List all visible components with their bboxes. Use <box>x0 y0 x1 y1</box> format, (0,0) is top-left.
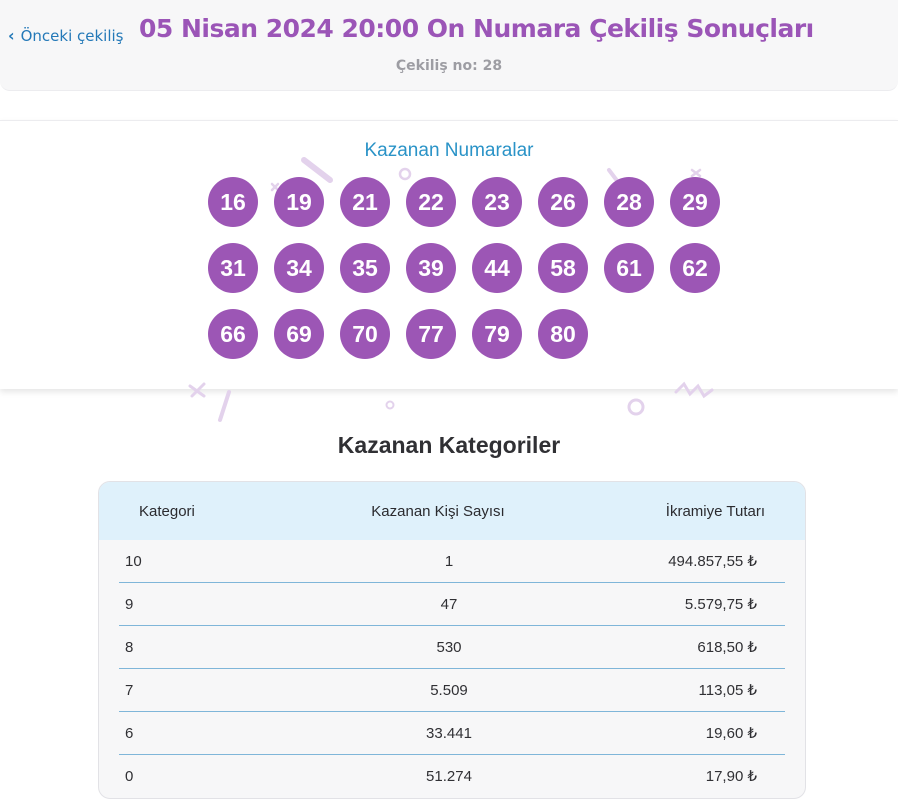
table-header: Kategori Kazanan Kişi Sayısı İkramiye Tu… <box>99 482 805 540</box>
page-title: 05 Nisan 2024 20:00 On Numara Çekiliş So… <box>139 14 814 43</box>
category-cell: 9 <box>125 595 134 613</box>
table-row: 9 47 5.579,75 ₺ <box>119 583 785 626</box>
number-ball: 69 <box>274 309 324 359</box>
number-ball: 61 <box>604 243 654 293</box>
draw-number: Çekiliş no: 28 <box>395 58 503 74</box>
previous-draw-link[interactable]: ‹ Önceki çekiliş <box>8 26 123 45</box>
number-ball: 21 <box>340 177 390 227</box>
previous-draw-label: Önceki çekiliş <box>20 26 124 45</box>
number-ball: 39 <box>406 243 456 293</box>
column-header-prize: İkramiye Tutarı <box>665 502 765 520</box>
prize-cell: 17,90 ₺ <box>705 768 757 785</box>
number-ball: 28 <box>604 177 654 227</box>
table-row: 6 33.441 19,60 ₺ <box>119 712 785 755</box>
chevron-left-icon: ‹ <box>8 26 15 45</box>
number-ball: 22 <box>406 177 456 227</box>
number-ball: 70 <box>340 309 390 359</box>
category-cell: 0 <box>125 767 134 785</box>
prize-cell: 113,05 ₺ <box>698 682 757 699</box>
category-cell: 10 <box>125 552 142 570</box>
number-ball: 31 <box>208 243 258 293</box>
page-header: ‹ Önceki çekiliş 05 Nisan 2024 20:00 On … <box>0 0 898 91</box>
number-ball: 80 <box>538 309 588 359</box>
number-ball: 26 <box>538 177 588 227</box>
column-header-winners: Kazanan Kişi Sayısı <box>371 502 505 520</box>
winners-cell: 47 <box>440 595 458 613</box>
column-header-category: Kategori <box>139 502 195 520</box>
number-ball: 23 <box>472 177 522 227</box>
winning-numbers-grid: 16 19 21 22 23 26 28 29 31 34 35 39 44 58 61 62 66 69 70 77… <box>208 177 748 359</box>
winners-cell: 51.274 <box>426 767 472 785</box>
category-cell: 6 <box>125 724 134 742</box>
categories-table: Kategori Kazanan Kişi Sayısı İkramiye Tu… <box>98 481 806 799</box>
winning-numbers-title: Kazanan Numaralar <box>364 140 534 161</box>
table-row: 10 1 494.857,55 ₺ <box>119 540 785 583</box>
number-ball: 35 <box>340 243 390 293</box>
number-ball: 66 <box>208 309 258 359</box>
number-ball: 44 <box>472 243 522 293</box>
table-body: 10 1 494.857,55 ₺ 9 47 5.579,75 ₺ 8 530 618,50 ₺… <box>99 540 805 797</box>
number-ball: 19 <box>274 177 324 227</box>
category-cell: 7 <box>125 681 134 699</box>
winners-cell: 33.441 <box>426 724 472 742</box>
number-ball: 62 <box>670 243 720 293</box>
prize-cell: 19,60 ₺ <box>705 725 757 742</box>
prize-cell: 618,50 ₺ <box>697 639 757 656</box>
table-row: 8 530 618,50 ₺ <box>119 626 785 669</box>
number-ball: 79 <box>472 309 522 359</box>
category-cell: 8 <box>125 638 134 656</box>
winners-cell: 530 <box>436 638 462 656</box>
table-row: 0 51.274 17,90 ₺ <box>119 755 785 797</box>
winners-cell: 1 <box>444 552 454 570</box>
number-ball: 29 <box>670 177 720 227</box>
prize-cell: 494.857,55 ₺ <box>668 553 757 570</box>
prize-cell: 5.579,75 ₺ <box>684 596 757 613</box>
winning-categories-title: Kazanan Kategoriler <box>337 432 561 458</box>
number-ball: 58 <box>538 243 588 293</box>
number-ball: 77 <box>406 309 456 359</box>
table-row: 7 5.509 113,05 ₺ <box>119 669 785 712</box>
winners-cell: 5.509 <box>430 681 468 699</box>
number-ball: 16 <box>208 177 258 227</box>
number-ball: 34 <box>274 243 324 293</box>
